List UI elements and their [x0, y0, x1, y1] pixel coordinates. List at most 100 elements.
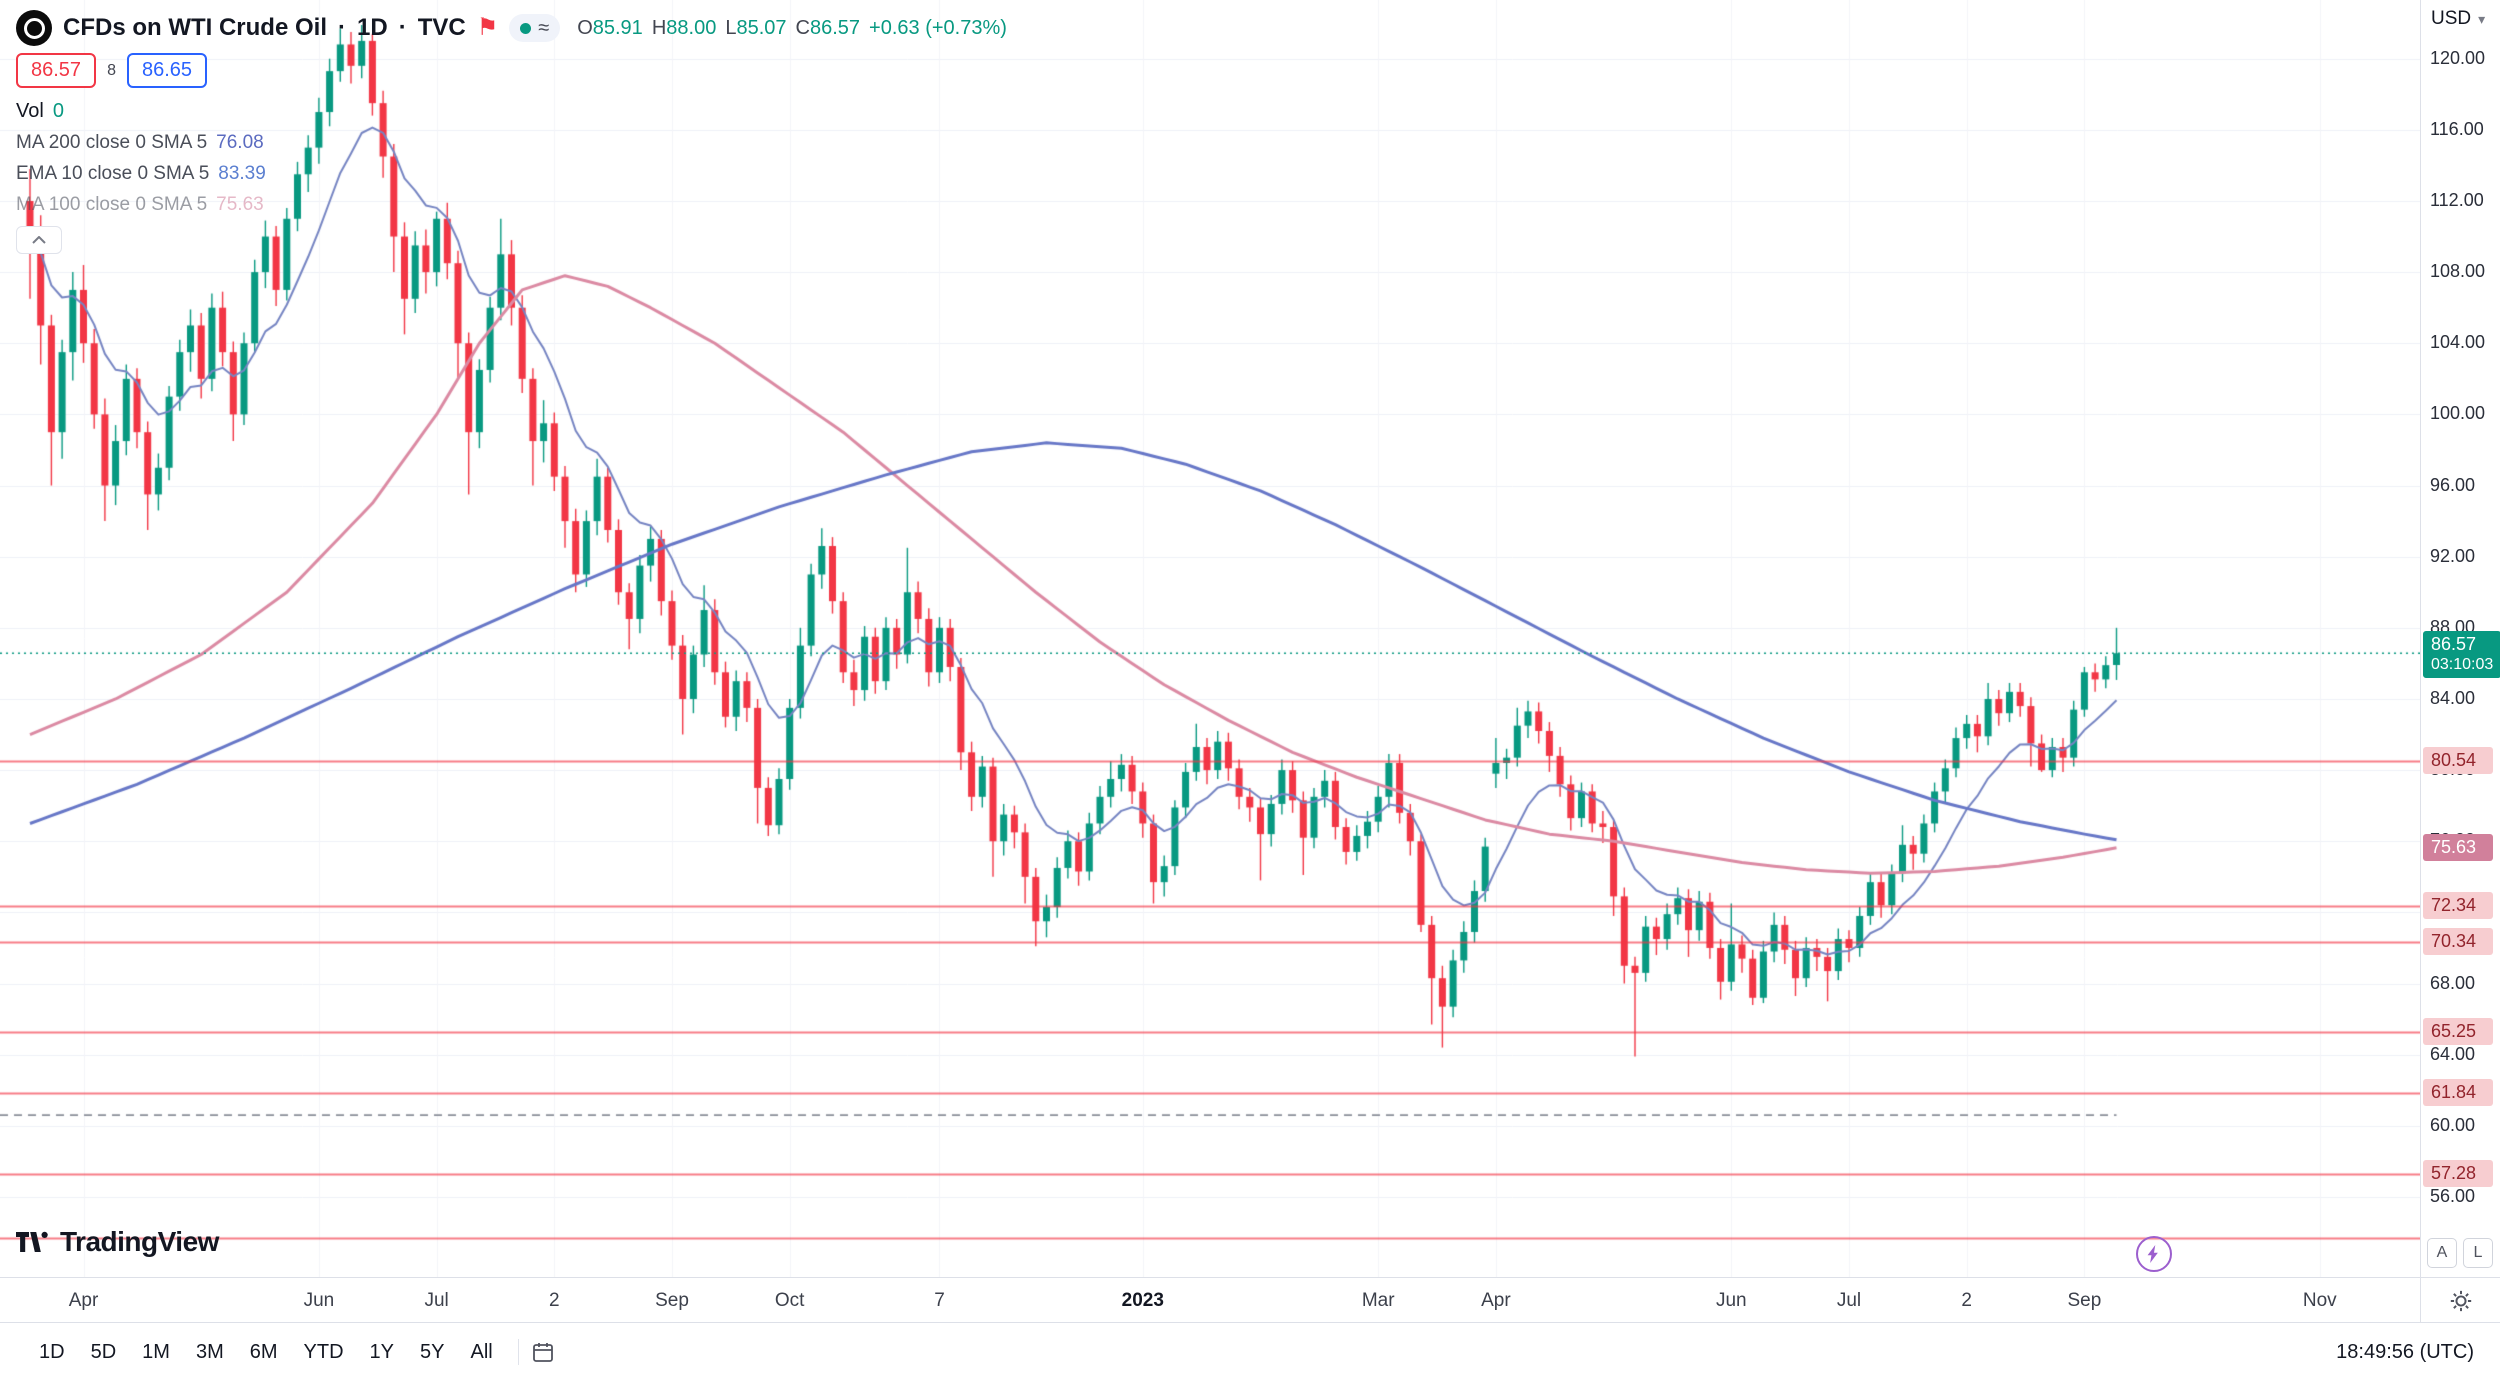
market-status-pill[interactable]: ≈ — [509, 14, 561, 42]
indicator-legend-row[interactable]: MA 200 close 0 SMA 5 76.08 — [16, 132, 1007, 154]
indicator-label: MA 100 close 0 SMA 5 — [16, 194, 208, 215]
exchange-label: TVC — [417, 14, 466, 41]
time-tick-label: Apr — [68, 1290, 99, 1311]
time-tick-label: Jun — [1715, 1290, 1747, 1311]
go-to-date-button[interactable] — [531, 1340, 555, 1364]
volume-legend-row[interactable]: Vol 0 — [16, 100, 1007, 123]
time-tick-label: Sep — [655, 1290, 689, 1311]
timeframe-button-3m[interactable]: 3M — [195, 1340, 224, 1363]
indicator-legend-rows: MA 200 close 0 SMA 5 76.08 EMA 10 close 0 … — [16, 132, 1007, 216]
indicator-value: 76.08 — [216, 132, 264, 153]
time-tick-label: Oct — [774, 1290, 805, 1311]
interval-label[interactable]: 1D — [357, 14, 388, 41]
approx-data-icon: ≈ — [538, 17, 550, 39]
axis-a-button[interactable]: A — [2427, 1238, 2457, 1268]
axis-settings-corner[interactable] — [2420, 1277, 2500, 1323]
change-value: +0.63 (+0.73%) — [869, 16, 1007, 39]
flag-icon[interactable]: ⚑ — [476, 14, 499, 41]
time-tick-label: 2 — [1961, 1290, 1972, 1311]
time-tick-label: Apr — [1481, 1290, 1511, 1311]
indicator-legend-row[interactable]: MA 100 close 0 SMA 5 75.63 — [16, 194, 1007, 216]
spread-value: 8 — [107, 61, 116, 79]
bottom-toolbar: 1D 5D 1M 3M 6M YTD 1Y 5Y All 18:49:56 (UTC) — [0, 1322, 2500, 1381]
price-tick-label: 112.00 — [2430, 189, 2484, 210]
ohlc-readout: O85.91 H88.00 L85.07 C86.57 +0.63 (+0.73… — [577, 16, 1007, 39]
title-separator: · — [338, 14, 346, 41]
indicator-label: MA 200 close 0 SMA 5 — [16, 132, 208, 153]
time-axis[interactable]: Apr Jun Jul 2 Sep Oct 7 2023 Mar Apr Jun Jul 2 Sep Nov — [0, 1277, 2420, 1323]
tradingview-logo[interactable]: TradingView — [16, 1226, 219, 1258]
price-tick-label: 92.00 — [2430, 545, 2476, 566]
toolbar-divider — [517, 1339, 519, 1365]
price-tick-label: 116.00 — [2430, 118, 2484, 139]
timeframe-button-1m[interactable]: 1M — [142, 1340, 170, 1363]
price-tick-label: 120.00 — [2430, 47, 2486, 68]
open-value: 85.91 — [592, 16, 643, 39]
tradingview-logo-text: TradingView — [60, 1226, 219, 1257]
price-tick-label: 60.00 — [2430, 1114, 2476, 1135]
hline-price-label: 72.34 — [2423, 892, 2493, 920]
volume-value: 0 — [52, 100, 64, 122]
market-open-dot-icon — [520, 22, 532, 34]
indicator-value: 83.39 — [218, 163, 266, 184]
price-tick-label: 84.00 — [2430, 687, 2476, 708]
calendar-icon — [532, 1343, 553, 1362]
symbol-title[interactable]: CFDs on WTI Crude Oil — [63, 14, 327, 41]
time-tick-label: 2 — [549, 1290, 560, 1311]
last-price-label: 86.57 03:10:03 — [2423, 631, 2500, 679]
timeframe-button-1d[interactable]: 1D — [39, 1340, 65, 1363]
indicator-value: 75.63 — [216, 194, 264, 215]
time-tick-label: Sep — [2067, 1290, 2102, 1311]
low-value: 85.07 — [736, 16, 787, 39]
timeframe-button-ytd[interactable]: YTD — [303, 1340, 344, 1363]
price-tick-label: 104.00 — [2430, 332, 2486, 353]
hline-price-label: 61.84 — [2423, 1079, 2493, 1107]
utc-clock[interactable]: 18:49:56 (UTC) — [2336, 1340, 2474, 1363]
price-tick-label: 100.00 — [2430, 403, 2486, 424]
symbol-logo-icon — [16, 10, 52, 46]
last-price-value: 86.57 — [2431, 634, 2477, 655]
caret-down-icon: ▾ — [2478, 10, 2486, 27]
sell-button[interactable]: 86.57 — [16, 53, 97, 88]
hline-price-label: 70.34 — [2423, 927, 2493, 955]
currency-selector[interactable]: USD ▾ — [2431, 8, 2485, 30]
price-tick-label: 96.00 — [2430, 474, 2476, 495]
lightning-button[interactable] — [2136, 1236, 2172, 1272]
ma100-price-label: 75.63 — [2423, 833, 2493, 861]
price-tick-label: 64.00 — [2430, 1043, 2476, 1064]
time-tick-label: 7 — [934, 1290, 945, 1311]
timeframe-button-5d[interactable]: 5D — [90, 1340, 117, 1363]
timeframe-button-5y[interactable]: 5Y — [420, 1340, 445, 1363]
buy-button[interactable]: 86.65 — [126, 53, 208, 88]
title-separator: · — [398, 14, 407, 41]
volume-label: Vol — [16, 100, 44, 122]
bar-countdown: 03:10:03 — [2431, 656, 2494, 674]
timeframe-buttons: 1D 5D 1M 3M 6M YTD 1Y 5Y All — [26, 1335, 506, 1370]
tradingview-mark-icon — [16, 1231, 48, 1252]
indicator-legend-row[interactable]: EMA 10 close 0 SMA 5 83.39 — [16, 163, 1007, 185]
price-chart-canvas[interactable] — [0, 0, 2420, 1277]
time-tick-label: Jul — [1836, 1290, 1862, 1311]
time-tick-label: 2023 — [1121, 1290, 1164, 1311]
axis-l-button[interactable]: L — [2463, 1238, 2493, 1268]
timeframe-button-6m[interactable]: 6M — [249, 1340, 278, 1363]
collapse-legend-button[interactable] — [16, 226, 62, 254]
trade-buttons-row: 86.57 8 86.65 — [16, 53, 1007, 88]
price-tick-label: 68.00 — [2430, 972, 2476, 993]
hline-price-label: 65.25 — [2423, 1018, 2493, 1046]
gear-icon — [2450, 1290, 2472, 1311]
timeframe-button-all[interactable]: All — [470, 1340, 493, 1363]
indicator-label: EMA 10 close 0 SMA 5 — [16, 163, 210, 184]
price-axis[interactable]: USD ▾ AL 56.0060.0064.0068.0072.0076.008… — [2420, 0, 2500, 1277]
hline-price-label: 80.54 — [2423, 746, 2493, 774]
lightning-icon — [2147, 1245, 2158, 1263]
time-tick-label: Jun — [303, 1290, 335, 1311]
chart-legend: CFDs on WTI Crude Oil · 1D · TVC ⚑ ≈ O85… — [16, 8, 1007, 254]
time-tick-label: Nov — [2302, 1290, 2337, 1311]
high-value: 88.00 — [666, 16, 717, 39]
time-tick-label: Mar — [1361, 1290, 1395, 1311]
timeframe-button-1y[interactable]: 1Y — [369, 1340, 395, 1363]
price-tick-label: 56.00 — [2430, 1185, 2476, 1206]
